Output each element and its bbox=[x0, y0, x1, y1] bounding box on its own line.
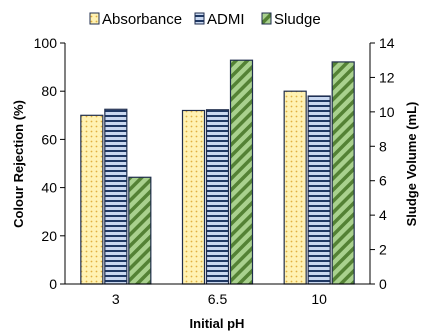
bar-sludge-6.5 bbox=[229, 59, 254, 285]
bar-absorbance-10 bbox=[283, 90, 307, 285]
x-tick-label: 3 bbox=[112, 291, 120, 307]
y2-tick-label: 2 bbox=[379, 242, 387, 258]
bar-absorbance-3 bbox=[80, 114, 104, 285]
legend-label-sludge: Sludge bbox=[274, 11, 321, 28]
y-tick-label: 0 bbox=[49, 276, 57, 292]
y2-tick-label: 6 bbox=[379, 173, 387, 189]
x-tick-label: 6.5 bbox=[208, 291, 228, 307]
y-tick-label: 60 bbox=[41, 131, 57, 147]
y2-tick-label: 4 bbox=[379, 207, 387, 223]
axes bbox=[64, 43, 371, 285]
y-tick-label: 100 bbox=[34, 35, 58, 51]
ticks: 0 20 40 60 80 100 0 2 4 6 8 10 12 14 3 6.5 10 bbox=[34, 35, 395, 307]
legend-swatch-absorbance bbox=[89, 12, 100, 25]
y-tick-label: 40 bbox=[41, 180, 57, 196]
bars bbox=[80, 59, 355, 285]
y2-tick-label: 8 bbox=[379, 138, 387, 154]
bar-sludge-3 bbox=[128, 176, 152, 285]
legend: Absorbance ADMI Sludge bbox=[89, 11, 321, 28]
legend-label-absorbance: Absorbance bbox=[102, 11, 182, 28]
legend-swatch-admi bbox=[194, 12, 205, 25]
y-axis-title: Colour Rejection (%) bbox=[11, 100, 26, 228]
y2-tick-label: 12 bbox=[379, 69, 395, 85]
y2-tick-label: 14 bbox=[379, 35, 395, 51]
bar-sludge-10 bbox=[331, 61, 355, 285]
y-tick-label: 80 bbox=[41, 83, 57, 99]
legend-swatch-sludge bbox=[261, 12, 272, 25]
bar-admi-3 bbox=[104, 108, 128, 285]
x-tick-label: 10 bbox=[311, 291, 327, 307]
x-axis-title: Initial pH bbox=[190, 316, 245, 331]
legend-label-admi: ADMI bbox=[207, 11, 245, 28]
bar-admi-6.5 bbox=[205, 109, 230, 285]
bar-absorbance-6.5 bbox=[181, 109, 206, 285]
y2-tick-label: 10 bbox=[379, 104, 395, 120]
y-tick-label: 20 bbox=[41, 228, 57, 244]
y2-axis-title: Sludge Volume (mL) bbox=[404, 102, 419, 227]
y2-tick-label: 0 bbox=[379, 276, 387, 292]
bar-admi-10 bbox=[307, 95, 331, 285]
